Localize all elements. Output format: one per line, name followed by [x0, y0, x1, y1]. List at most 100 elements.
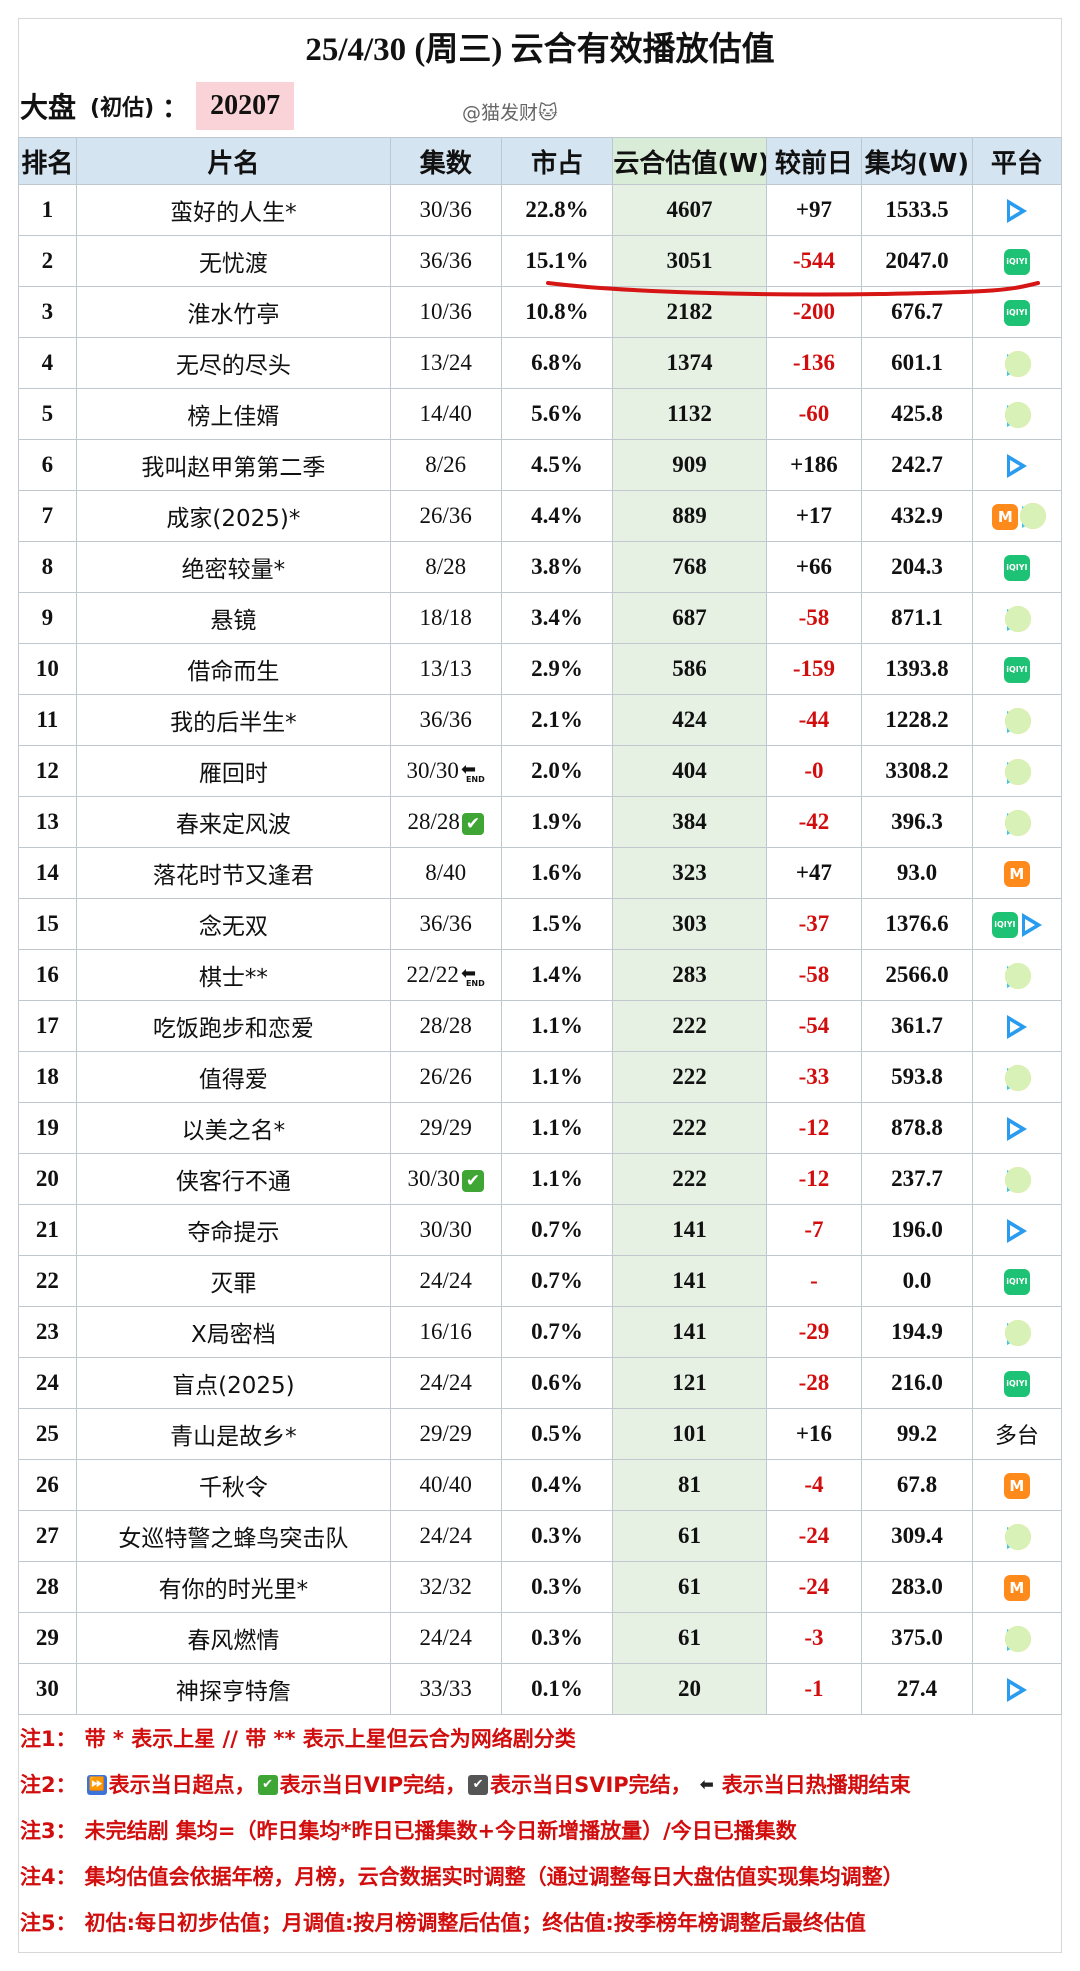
- episodes-cell-text: 26/36: [419, 503, 472, 528]
- title-cell: 淮水竹亭: [75, 286, 391, 338]
- average-cell-text: 871.1: [891, 605, 943, 630]
- estimate-cell: 1132: [612, 388, 767, 440]
- estimate-cell: 768: [612, 541, 767, 593]
- episodes-cell-text: 36/36: [419, 911, 472, 936]
- platform-cell: [971, 184, 1063, 236]
- estimate-cell: 283: [612, 949, 767, 1001]
- share-cell: 10.8%: [500, 286, 614, 338]
- estimate-cell: 586: [612, 643, 767, 695]
- platform-cell: iQIYI: [971, 286, 1063, 338]
- episodes-cell-text: 30/30: [419, 1217, 472, 1242]
- title-cell-text: 我的后半生*: [170, 710, 297, 736]
- average-cell-text: 283.0: [891, 1574, 943, 1599]
- estimate-cell-text: 4607: [666, 197, 713, 222]
- change-cell: -33: [765, 1051, 863, 1103]
- rank-cell-text: 3: [41, 299, 54, 324]
- episodes-cell: 14/40: [389, 388, 502, 440]
- change-cell-text: -28: [798, 1370, 830, 1395]
- platform-cell: [971, 1102, 1063, 1154]
- change-cell-text: -24: [798, 1523, 830, 1548]
- change-cell: -24: [765, 1510, 863, 1562]
- rank-cell-text: 23: [35, 1319, 59, 1344]
- title-cell-text: 棋士**: [198, 965, 268, 991]
- rank-cell: 3: [18, 286, 77, 338]
- share-cell: 0.5%: [500, 1408, 614, 1460]
- rank-cell-text: 11: [36, 707, 59, 732]
- episodes-cell: 24/24: [389, 1510, 502, 1562]
- note-2: 注2： ⏩ 表示当日超点， ✔ 表示当日VIP完结， ✔ 表示当日SVIP完结， ⬅ 表示当日热…: [20, 1762, 1060, 1808]
- share-cell: 0.7%: [500, 1204, 614, 1256]
- rank-cell: 30: [18, 1663, 77, 1715]
- note-label: 注3：: [20, 1819, 77, 1843]
- rank-cell: 2: [18, 235, 77, 287]
- share-cell: 0.7%: [500, 1306, 614, 1358]
- iqiyi-video-icon: iQIYI: [1003, 1268, 1030, 1295]
- episodes-cell: 16/16: [389, 1306, 502, 1358]
- episodes-cell-text: 30/36: [419, 197, 472, 222]
- change-cell-text: -136: [792, 350, 835, 375]
- average-cell-text: 2047.0: [885, 248, 949, 273]
- youku-video-icon: [1005, 350, 1032, 377]
- rank-cell: 15: [18, 898, 77, 950]
- rank-cell: 27: [18, 1510, 77, 1562]
- change-cell-text: +186: [790, 452, 838, 477]
- title-cell-text: 无尽的尽头: [175, 353, 291, 379]
- watermark: @猫发财🐱: [462, 102, 558, 124]
- rank-cell-text: 6: [41, 452, 54, 477]
- share-cell-text: 0.3%: [531, 1523, 583, 1548]
- change-cell: +186: [765, 439, 863, 491]
- share-cell: 1.1%: [500, 1051, 614, 1103]
- svip-legend-icon: ✔: [468, 1775, 489, 1795]
- estimate-cell: 1374: [612, 337, 767, 389]
- change-cell-text: +16: [795, 1421, 832, 1446]
- estimate-cell-text: 121: [672, 1370, 707, 1395]
- change-cell: -60: [765, 388, 863, 440]
- estimate-cell: 222: [612, 1000, 767, 1052]
- table-row: 3 淮水竹亭 10/36 10.8% 2182 -200 676.7 iQIYI: [18, 286, 1063, 338]
- market-value: 20207: [196, 82, 295, 130]
- average-cell: 361.7: [861, 1000, 973, 1052]
- episodes-cell: 8/40: [389, 847, 502, 899]
- title-cell: 神探亨特詹: [75, 1663, 391, 1715]
- average-cell-text: 237.7: [891, 1166, 943, 1191]
- share-cell-text: 2.0%: [531, 758, 583, 783]
- youku-video-icon: [1005, 605, 1032, 632]
- title-cell: 无忧渡: [75, 235, 391, 287]
- average-cell-text: 878.8: [891, 1115, 943, 1140]
- average-cell: 204.3: [861, 541, 973, 593]
- tencent-video-icon: [1006, 1678, 1027, 1703]
- title-cell-text: 盲点(2025): [172, 1373, 295, 1399]
- average-cell: 593.8: [861, 1051, 973, 1103]
- rank-cell-text: 30: [35, 1676, 59, 1701]
- average-cell: 93.0: [861, 847, 973, 899]
- share-cell: 1.1%: [500, 1000, 614, 1052]
- platform-cell: [971, 337, 1063, 389]
- rank-cell: 13: [18, 796, 77, 848]
- youku-video-icon: [1005, 809, 1032, 836]
- average-cell-text: 3308.2: [885, 758, 949, 783]
- share-cell-text: 1.5%: [531, 911, 583, 936]
- title-cell: 以美之名*: [75, 1102, 391, 1154]
- iqiyi-video-icon: iQIYI: [1003, 299, 1030, 326]
- table-header-row: 排名 片名 集数 市占 云合估值(W) 较前日 集均(W) 平台: [18, 137, 1063, 185]
- average-cell: 1376.6: [861, 898, 973, 950]
- header-rank: 排名: [18, 137, 77, 185]
- change-cell-text: -58: [798, 605, 830, 630]
- episodes-cell: 8/28: [389, 541, 502, 593]
- share-cell: 3.4%: [500, 592, 614, 644]
- share-cell: 1.4%: [500, 949, 614, 1001]
- change-cell-text: -33: [798, 1064, 830, 1089]
- average-cell: 237.7: [861, 1153, 973, 1205]
- episodes-cell: 24/24: [389, 1612, 502, 1664]
- share-cell-text: 2.9%: [531, 656, 583, 681]
- rank-cell-text: 28: [35, 1574, 59, 1599]
- change-cell-text: -42: [798, 809, 830, 834]
- episodes-cell-text: 24/24: [419, 1268, 472, 1293]
- average-cell: 871.1: [861, 592, 973, 644]
- share-cell-text: 0.3%: [531, 1574, 583, 1599]
- table-row: 8 绝密较量* 8/28 3.8% 768 +66 204.3 iQIYI: [18, 541, 1063, 593]
- episodes-cell: 40/40: [389, 1459, 502, 1511]
- change-cell-text: -544: [792, 248, 835, 273]
- episodes-cell: 24/24: [389, 1357, 502, 1409]
- rank-cell: 22: [18, 1255, 77, 1307]
